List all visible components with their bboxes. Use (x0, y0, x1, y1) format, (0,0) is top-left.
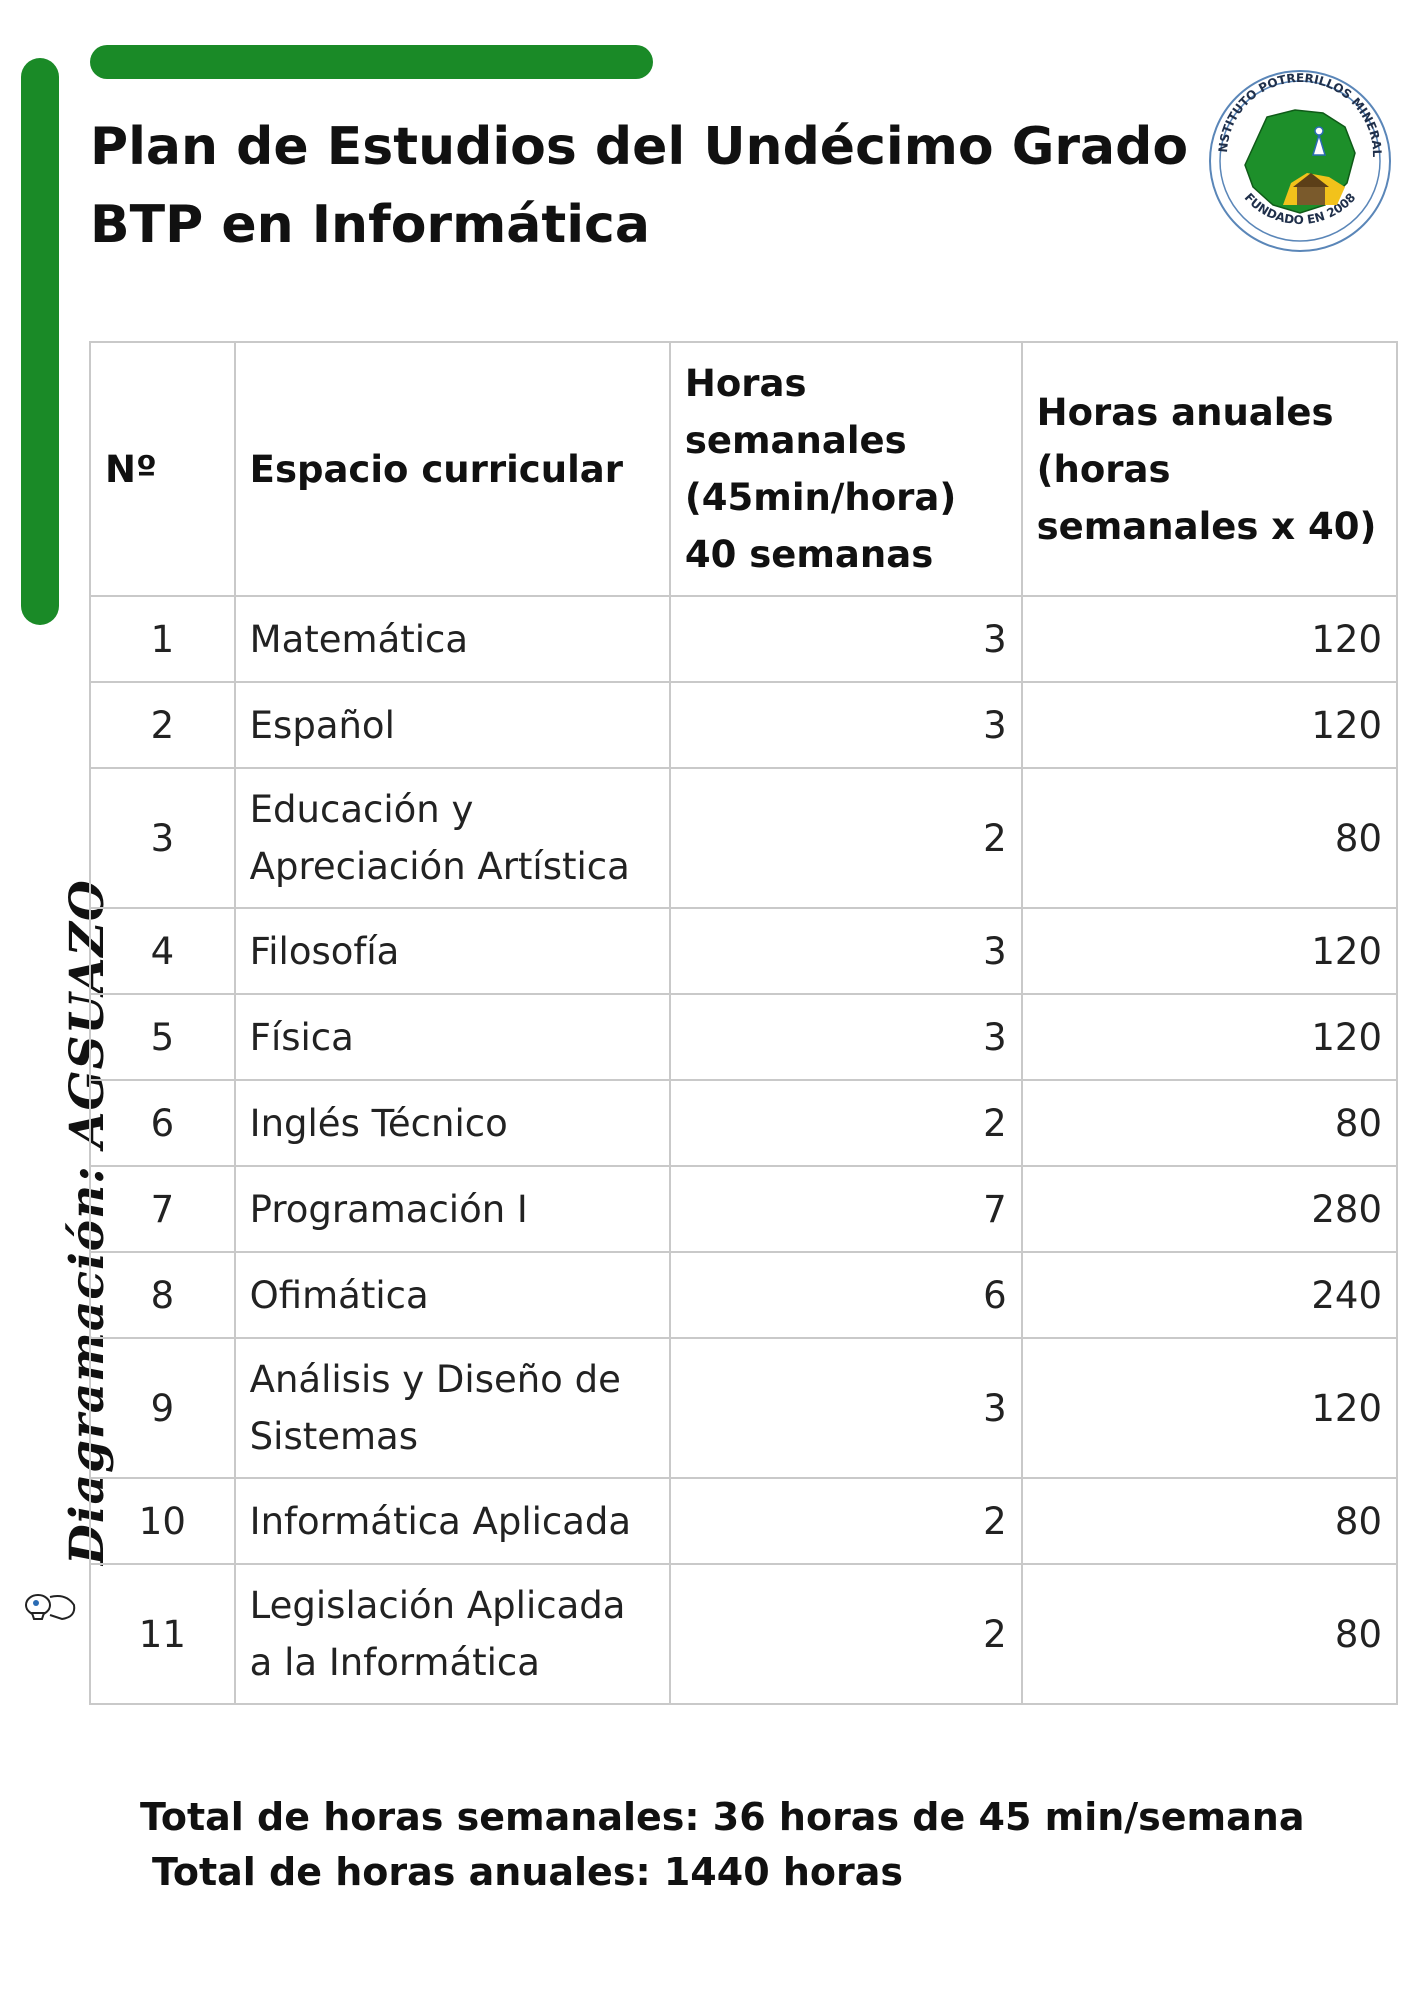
total-weekly-hours: Total de horas semanales: 36 horas de 45… (140, 1795, 1305, 1839)
header-annual-hours: Horas anuales (horas semanales x 40) (1020, 341, 1399, 597)
table-header-row: Nº Espacio curricular Horas semanales (4… (89, 341, 1399, 597)
cell-number: 5 (89, 993, 236, 1081)
table-row: 9 Análisis y Diseño de Sistemas 3 120 (89, 1337, 1399, 1479)
cell-number: 1 (89, 595, 236, 683)
curriculum-table: Nº Espacio curricular Horas semanales (4… (89, 341, 1399, 1705)
cell-subject: Inglés Técnico (233, 1079, 671, 1167)
cell-number: 3 (89, 767, 236, 909)
accent-bar-side (21, 58, 59, 625)
cell-subject: Física (233, 993, 671, 1081)
cell-subject: Programación I (233, 1165, 671, 1253)
mouse-lightbulb-icon (25, 1594, 76, 1621)
cell-annual: 120 (1020, 595, 1399, 683)
cell-subject: Ofimática (233, 1251, 671, 1339)
cell-number: 10 (89, 1477, 236, 1565)
cell-annual: 120 (1020, 681, 1399, 769)
cell-weekly: 3 (668, 595, 1023, 683)
table-row: 3 Educación y Apreciación Artística 2 80 (89, 767, 1399, 909)
cell-annual: 120 (1020, 1337, 1399, 1479)
cell-subject: Educación y Apreciación Artística (233, 767, 671, 909)
cell-annual: 120 (1020, 993, 1399, 1081)
cell-number: 11 (89, 1563, 236, 1705)
table-row: 1 Matemática 3 120 (89, 595, 1399, 683)
cell-weekly: 2 (668, 1079, 1023, 1167)
table-row: 2 Español 3 120 (89, 681, 1399, 769)
title-line-1: Plan de Estudios del Undécimo Grado (90, 117, 1189, 177)
cell-annual: 280 (1020, 1165, 1399, 1253)
cell-subject: Análisis y Diseño de Sistemas (233, 1337, 671, 1479)
school-logo-icon: INSTITUTO POTRERILLOS MINERAL FUNDADO EN… (1205, 55, 1391, 252)
cell-annual: 240 (1020, 1251, 1399, 1339)
cell-subject: Legislación Aplicada a la Informática (233, 1563, 671, 1705)
table-row: 11 Legislación Aplicada a la Informática… (89, 1563, 1399, 1705)
cell-annual: 80 (1020, 1563, 1399, 1705)
cell-weekly: 3 (668, 907, 1023, 995)
header-weekly-hours: Horas semanales (45min/hora) 40 semanas (668, 341, 1023, 597)
cell-number: 8 (89, 1251, 236, 1339)
table-row: 7 Programación I 7 280 (89, 1165, 1399, 1253)
table-row: 10 Informática Aplicada 2 80 (89, 1477, 1399, 1565)
page-title: Plan de Estudios del Undécimo Grado BTP … (90, 108, 1188, 264)
cell-number: 6 (89, 1079, 236, 1167)
cell-weekly: 3 (668, 1337, 1023, 1479)
cell-annual: 80 (1020, 767, 1399, 909)
title-line-2: BTP en Informática (90, 195, 650, 255)
cell-weekly: 2 (668, 767, 1023, 909)
table-row: 8 Ofimática 6 240 (89, 1251, 1399, 1339)
cell-subject: Filosofía (233, 907, 671, 995)
cell-annual: 80 (1020, 1079, 1399, 1167)
cell-subject: Informática Aplicada (233, 1477, 671, 1565)
cell-weekly: 7 (668, 1165, 1023, 1253)
cell-annual: 120 (1020, 907, 1399, 995)
accent-bar-top (90, 45, 653, 79)
cell-subject: Español (233, 681, 671, 769)
totals-summary: Total de horas semanales: 36 horas de 45… (140, 1790, 1305, 1900)
cell-number: 7 (89, 1165, 236, 1253)
cell-subject: Matemática (233, 595, 671, 683)
table-row: 6 Inglés Técnico 2 80 (89, 1079, 1399, 1167)
cell-weekly: 3 (668, 681, 1023, 769)
cell-weekly: 2 (668, 1563, 1023, 1705)
cell-weekly: 3 (668, 993, 1023, 1081)
cell-number: 9 (89, 1337, 236, 1479)
cell-number: 4 (89, 907, 236, 995)
header-subject: Espacio curricular (233, 341, 671, 597)
cell-weekly: 6 (668, 1251, 1023, 1339)
header-number: Nº (89, 341, 236, 597)
cell-weekly: 2 (668, 1477, 1023, 1565)
table-row: 4 Filosofía 3 120 (89, 907, 1399, 995)
total-annual-hours: Total de horas anuales: 1440 horas (152, 1850, 904, 1894)
cell-number: 2 (89, 681, 236, 769)
cell-annual: 80 (1020, 1477, 1399, 1565)
table-row: 5 Física 3 120 (89, 993, 1399, 1081)
